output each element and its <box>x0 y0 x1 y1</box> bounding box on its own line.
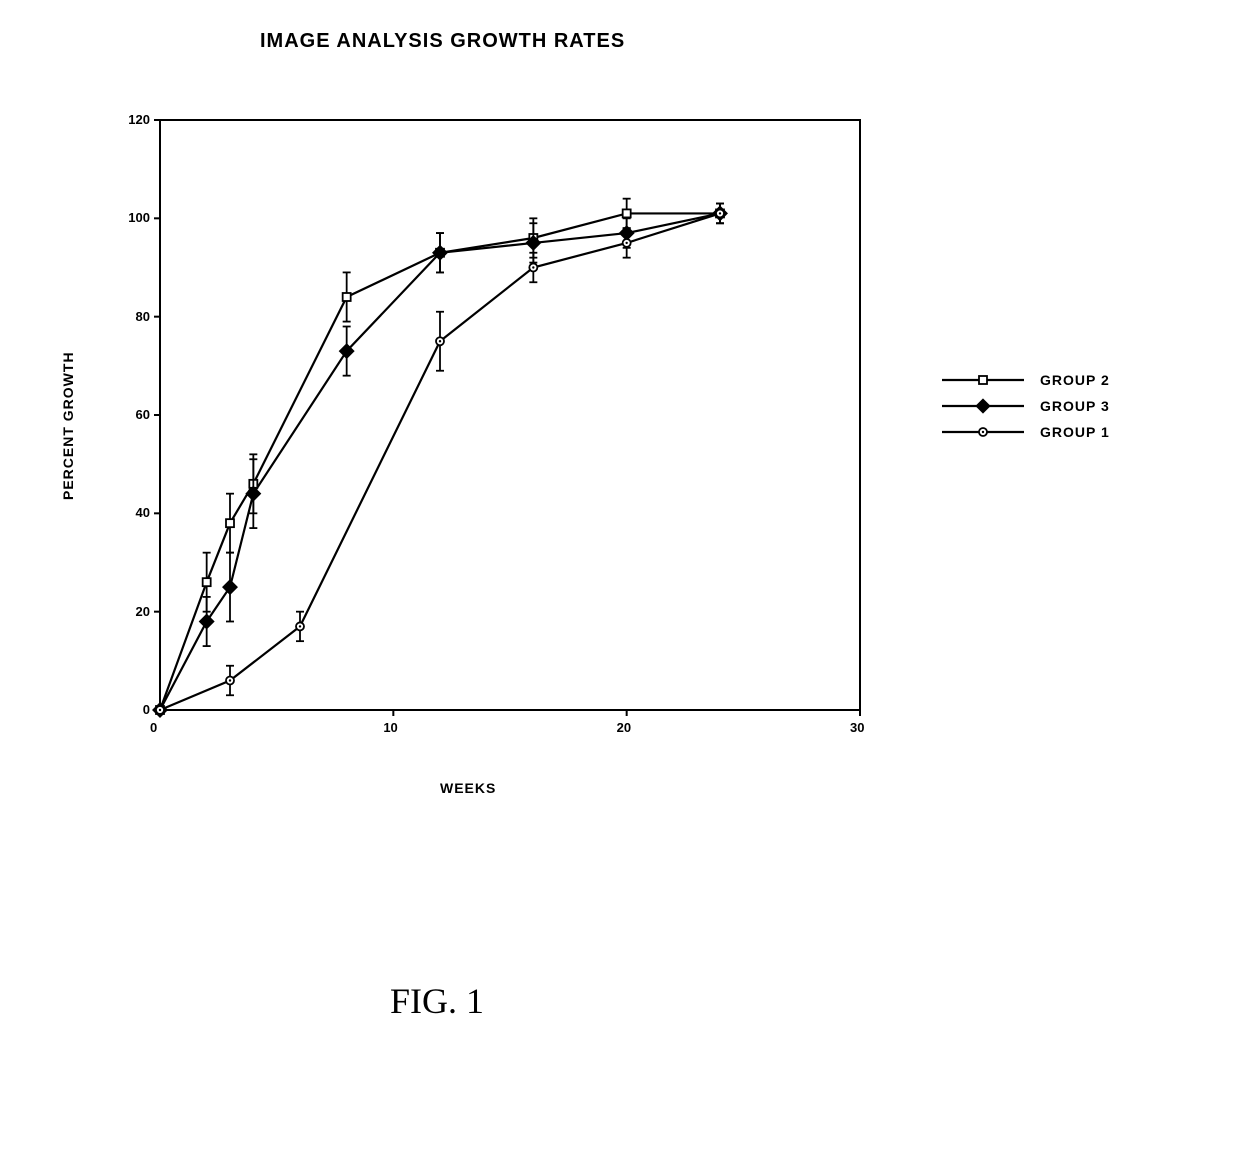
y-tick-label: 0 <box>120 702 150 717</box>
legend-item: GROUP 3 <box>940 396 1110 416</box>
y-tick-label: 100 <box>120 210 150 225</box>
legend-label: GROUP 1 <box>1040 424 1110 440</box>
x-tick-label: 30 <box>850 720 864 735</box>
y-tick-label: 80 <box>120 309 150 324</box>
legend-item: GROUP 2 <box>940 370 1110 390</box>
y-tick-label: 120 <box>120 112 150 127</box>
y-tick-label: 40 <box>120 505 150 520</box>
chart-plot-area <box>0 0 1253 1149</box>
figure-canvas: IMAGE ANALYSIS GROWTH RATES PERCENT GROW… <box>0 0 1253 1149</box>
legend-label: GROUP 2 <box>1040 372 1110 388</box>
y-tick-label: 60 <box>120 407 150 422</box>
x-tick-label: 10 <box>383 720 397 735</box>
chart-legend: GROUP 2 GROUP 3 GROUP 1 <box>940 370 1110 448</box>
x-axis-label: WEEKS <box>440 780 496 796</box>
y-axis-label: PERCENT GROWTH <box>60 351 76 500</box>
legend-label: GROUP 3 <box>1040 398 1110 414</box>
x-tick-label: 20 <box>617 720 631 735</box>
y-tick-label: 20 <box>120 604 150 619</box>
figure-number-label: FIG. 1 <box>390 980 484 1022</box>
x-tick-label: 0 <box>150 720 157 735</box>
legend-item: GROUP 1 <box>940 422 1110 442</box>
